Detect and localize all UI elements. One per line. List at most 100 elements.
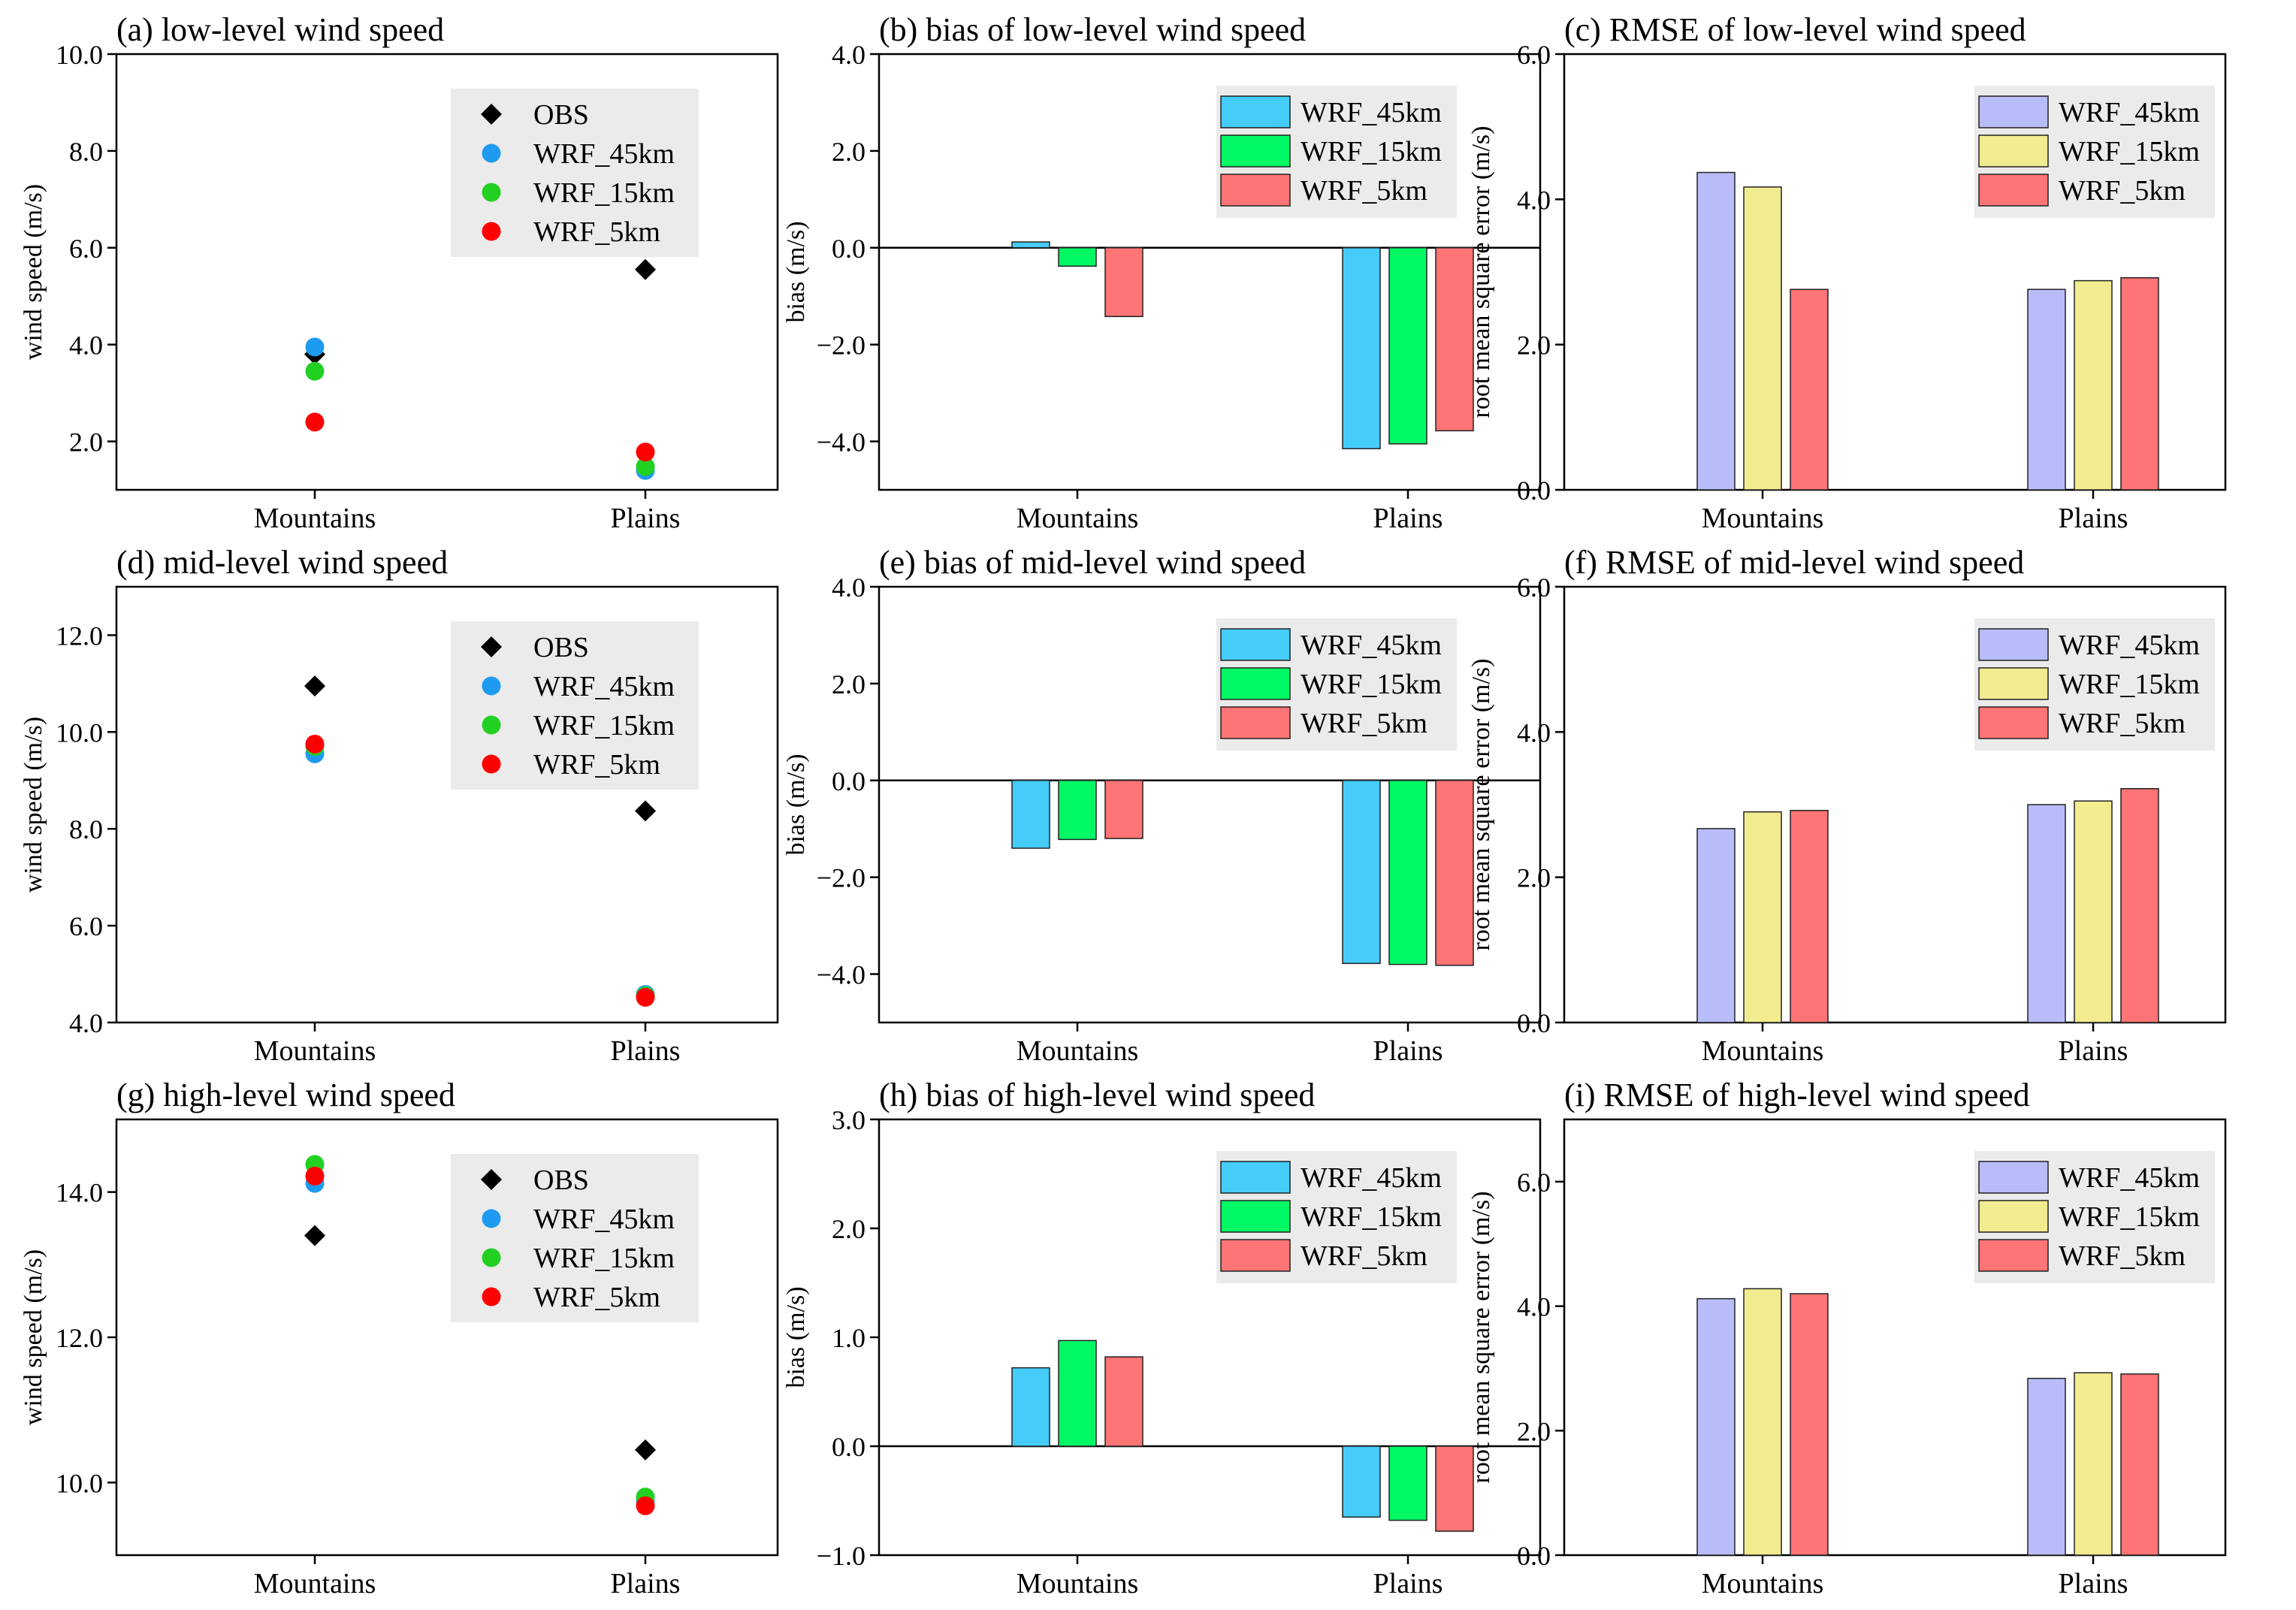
bar-wrf-15km-mountains xyxy=(1058,247,1097,267)
legend-label: WRF_5km xyxy=(1301,708,1427,739)
marker-wrf-5km-mountains xyxy=(305,1166,325,1186)
marker-wrf-5km-plains xyxy=(636,1496,655,1515)
bar-wrf-45km-plains xyxy=(1342,247,1381,449)
plot-frame xyxy=(1563,1118,2227,1557)
y-tick-label: 2.0 xyxy=(69,427,103,458)
marker-wrf-5km-plains xyxy=(636,987,655,1007)
legend-label: WRF_5km xyxy=(1301,1240,1427,1272)
bar-wrf-15km-mountains xyxy=(1743,1288,1782,1556)
bar-wrf-5km-plains xyxy=(1435,247,1474,432)
bar-wrf-5km-mountains xyxy=(1104,780,1143,839)
legend-label: WRF_5km xyxy=(1301,175,1427,207)
x-category-label: Mountains xyxy=(1702,1568,1824,1599)
bar-wrf-45km-plains xyxy=(1342,1445,1381,1518)
y-tick-label: −1.0 xyxy=(817,1541,866,1571)
legend-label: WRF_45km xyxy=(2059,97,2200,128)
y-axis-label: wind speed (m/s) xyxy=(20,184,47,360)
legend-marker xyxy=(481,636,502,657)
marker-wrf-15km-plains xyxy=(636,457,655,476)
y-tick-label: 0.0 xyxy=(832,234,866,264)
legend-swatch xyxy=(1978,628,2049,661)
legend-swatch xyxy=(1978,134,2049,168)
x-category-label: Mountains xyxy=(1702,1035,1824,1067)
plot-frame xyxy=(1563,53,2227,491)
bar-wrf-5km-plains xyxy=(1435,1445,1474,1532)
legend-marker xyxy=(482,1287,501,1306)
legend-label: WRF_15km xyxy=(2059,136,2200,168)
bar-wrf-15km-mountains xyxy=(1743,186,1782,491)
bar-wrf-5km-plains xyxy=(1435,780,1474,966)
bar-wrf-45km-mountains xyxy=(1011,780,1050,849)
y-tick-label: −2.0 xyxy=(817,863,866,893)
legend-label: OBS xyxy=(533,99,589,131)
y-tick-label: 6.0 xyxy=(1517,40,1551,70)
bar-wrf-5km-mountains xyxy=(1790,288,1829,491)
marker-wrf-5km-plains xyxy=(636,443,655,462)
x-category-label: Plains xyxy=(2059,503,2128,534)
y-axis-label: root mean square error (m/s) xyxy=(1467,126,1495,418)
y-tick-label: 2.0 xyxy=(832,137,866,167)
y-tick-label: 2.0 xyxy=(1517,1416,1551,1446)
bar-wrf-45km-mountains xyxy=(1696,828,1736,1023)
bar-wrf-5km-mountains xyxy=(1790,809,1829,1023)
legend-label: WRF_5km xyxy=(2059,708,2186,739)
marker-wrf-15km-mountains xyxy=(305,361,325,381)
y-tick-label: 8.0 xyxy=(69,814,103,844)
marker-obs-mountains xyxy=(304,675,325,697)
y-tick-label: −4.0 xyxy=(817,960,866,990)
legend-label: WRF_15km xyxy=(533,1243,675,1274)
panel-title: (e) bias of mid-level wind speed xyxy=(879,544,1306,581)
y-tick-label: −4.0 xyxy=(817,427,866,458)
legend-swatch xyxy=(1220,174,1291,207)
legend-label: WRF_15km xyxy=(2059,669,2200,700)
panel-e: (e) bias of mid-level wind speed −4.0 −2.0… xyxy=(782,544,1542,1067)
panel-g: (g) high-level wind speed 10.0 12.0 14.0 Mou… xyxy=(20,1077,779,1599)
legend-label: WRF_45km xyxy=(1301,630,1442,661)
bar-wrf-15km-mountains xyxy=(1058,1340,1097,1447)
marker-obs-plains xyxy=(635,258,656,280)
y-tick-label: 12.0 xyxy=(56,1323,103,1353)
panel-f: (f) RMSE of mid-level wind speed 0.0 2.0 4.… xyxy=(1467,544,2227,1067)
bar-wrf-15km-mountains xyxy=(1058,780,1097,841)
legend-label: WRF_5km xyxy=(2059,1240,2186,1272)
legend-marker xyxy=(482,222,501,241)
legend-label: WRF_45km xyxy=(1301,97,1442,128)
legend-swatch xyxy=(1220,706,1291,739)
panel-title: (i) RMSE of high-level wind speed xyxy=(1564,1077,2030,1113)
legend-swatch xyxy=(1220,628,1291,661)
bar-wrf-5km-mountains xyxy=(1790,1293,1829,1556)
y-tick-label: 2.0 xyxy=(1517,331,1551,361)
legend-marker xyxy=(482,754,501,774)
y-tick-label: 0.0 xyxy=(832,766,866,796)
legend-marker xyxy=(481,1169,502,1190)
marker-obs-plains xyxy=(635,1439,656,1460)
y-tick-label: 2.0 xyxy=(832,1214,866,1244)
y-axis-label: bias (m/s) xyxy=(782,754,810,855)
x-category-label: Plains xyxy=(1373,1035,1443,1067)
y-tick-label: 4.0 xyxy=(832,572,866,603)
legend-label: WRF_5km xyxy=(533,749,660,781)
bar-wrf-15km-plains xyxy=(1388,1445,1427,1521)
x-category-label: Plains xyxy=(2059,1568,2128,1599)
plot-frame xyxy=(878,585,1542,1024)
panel-i: (i) RMSE of high-level wind speed 0.0 2.0 4… xyxy=(1467,1077,2227,1599)
y-tick-label: 4.0 xyxy=(1517,185,1551,215)
y-tick-label: 4.0 xyxy=(1517,1292,1551,1322)
legend-swatch xyxy=(1978,95,2049,128)
panel-title: (a) low-level wind speed xyxy=(116,11,444,48)
y-tick-label: 6.0 xyxy=(69,234,103,264)
bar-wrf-5km-mountains xyxy=(1104,247,1143,318)
y-axis-label: bias (m/s) xyxy=(782,221,810,322)
bar-wrf-5km-mountains xyxy=(1104,1356,1143,1447)
y-tick-label: 2.0 xyxy=(832,669,866,699)
y-tick-label: 3.0 xyxy=(832,1105,866,1135)
legend-label: WRF_45km xyxy=(1301,1162,1442,1194)
legend-label: WRF_45km xyxy=(533,138,675,170)
y-axis-label: root mean square error (m/s) xyxy=(1467,659,1495,951)
legend-swatch xyxy=(1220,95,1291,128)
y-tick-label: 4.0 xyxy=(832,40,866,70)
x-category-label: Plains xyxy=(611,503,681,534)
y-tick-label: 6.0 xyxy=(1517,572,1551,603)
y-tick-label: 10.0 xyxy=(56,40,103,70)
